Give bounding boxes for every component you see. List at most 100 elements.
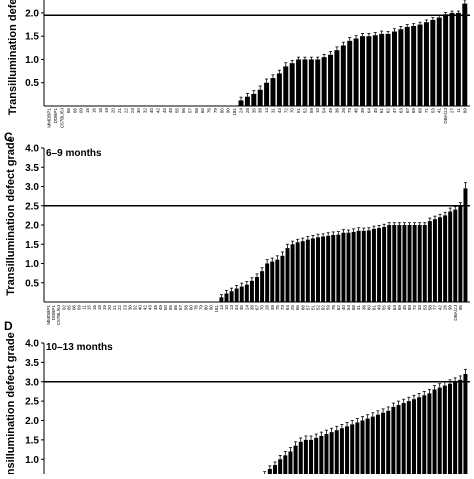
x-tick-label: 69 (397, 305, 402, 311)
panel-d-letter: D (4, 319, 13, 333)
x-tick-label: 181 (214, 305, 219, 313)
bar (251, 93, 257, 106)
bar (443, 14, 449, 107)
bar (417, 24, 423, 106)
x-tick-label: 58 (183, 305, 188, 311)
bar (448, 211, 453, 302)
bar (422, 395, 427, 474)
x-tick-label: 70 (290, 108, 295, 114)
x-tick-label: 72 (412, 305, 417, 311)
bar (329, 432, 334, 474)
x-tick-label: 53 (430, 108, 435, 114)
x-tick-label: 42 (155, 108, 160, 114)
x-tick-label: 54 (346, 305, 351, 311)
x-tick-label: 19 (104, 108, 109, 114)
x-tick-label: 57 (305, 305, 310, 311)
x-tick-label: 79 (213, 108, 218, 114)
bar (430, 19, 436, 106)
x-tick-label: 15 (87, 305, 92, 311)
y-tick-label: 2.5 (25, 201, 39, 212)
panel-c-subtitle: 6–9 months (46, 148, 102, 159)
x-tick-label: 26 (443, 305, 448, 311)
x-tick-label: 50 (163, 305, 168, 311)
x-tick-label: 31 (356, 305, 361, 311)
x-tick-label: 99 (448, 305, 453, 311)
bar (432, 219, 437, 302)
bar (360, 420, 365, 474)
bar (366, 230, 371, 302)
bar (463, 374, 468, 474)
x-tick-label: 30 (127, 305, 132, 311)
x-tick-label: DBA/2J (453, 305, 458, 321)
y-tick-label: 3.5 (25, 358, 39, 369)
bar (257, 89, 263, 106)
x-tick-label: 48 (153, 305, 158, 311)
x-tick-label: 02 (61, 305, 66, 311)
bar (458, 205, 463, 302)
bar (346, 232, 351, 302)
bar (423, 22, 429, 106)
bar (432, 389, 437, 474)
x-tick-label: 70 (260, 305, 265, 311)
x-tick-label: MMDBP1 (47, 108, 52, 128)
x-tick-label: DDBP1 (53, 108, 58, 124)
x-tick-label: 55 (168, 305, 173, 311)
x-tick-label: 14 (219, 305, 224, 311)
x-tick-label: 61 (371, 305, 376, 311)
x-tick-label: 63 (392, 305, 397, 311)
x-tick-label: 52 (302, 108, 307, 114)
x-tick-label: 24 (244, 305, 249, 311)
x-tick-label: 64 (366, 108, 371, 114)
bar (326, 235, 331, 302)
bar (463, 188, 468, 302)
x-tick-label: 60 (366, 305, 371, 311)
x-tick-label: 68 (418, 108, 423, 114)
x-tick-label: 68 (351, 305, 356, 311)
x-tick-label: 33 (417, 305, 422, 311)
bar (381, 412, 386, 474)
bar (411, 25, 417, 107)
bar (278, 459, 283, 474)
x-tick-label: 71 (424, 108, 429, 114)
bar (303, 439, 308, 474)
x-tick-label: 10 (224, 305, 229, 311)
bar (391, 31, 397, 107)
x-tick-label: 89 (407, 305, 412, 311)
bar (412, 225, 417, 302)
x-tick-label: 30 (136, 108, 141, 114)
x-tick-label: 49 (377, 305, 382, 311)
bar (234, 288, 239, 302)
bar (396, 405, 401, 474)
x-tick-label: 35 (251, 108, 256, 114)
bar (351, 231, 356, 302)
bar (366, 36, 372, 106)
x-tick-label: 57 (187, 108, 192, 114)
x-tick-label: C57BL/6J (59, 108, 64, 128)
bar (417, 225, 422, 302)
bar (449, 12, 455, 106)
x-tick-label: 76 (207, 108, 212, 114)
bar (302, 59, 308, 106)
y-tick-label: 0.5 (25, 78, 39, 89)
x-tick-label: 59 (309, 108, 314, 114)
x-tick-label: 66 (300, 305, 305, 311)
bar (365, 418, 370, 474)
bar (295, 242, 300, 302)
x-tick-label: 67 (255, 305, 260, 311)
x-tick-label: C57BL/6J (56, 305, 61, 325)
y-tick-label: 1.0 (25, 55, 39, 66)
bar (458, 379, 463, 474)
bar (347, 40, 353, 106)
x-tick-label: 22 (117, 305, 122, 311)
bar (401, 403, 406, 474)
bar (308, 59, 314, 106)
x-tick-label: 63 (398, 108, 403, 114)
bar (331, 235, 336, 302)
x-tick-label: 06 (71, 305, 76, 311)
x-tick-label: 39 (270, 305, 275, 311)
x-tick-label: 42 (143, 305, 148, 311)
bar (379, 33, 385, 106)
x-tick-label: 52 (316, 305, 321, 311)
x-tick-label: 77 (432, 305, 437, 311)
bar (273, 465, 278, 474)
